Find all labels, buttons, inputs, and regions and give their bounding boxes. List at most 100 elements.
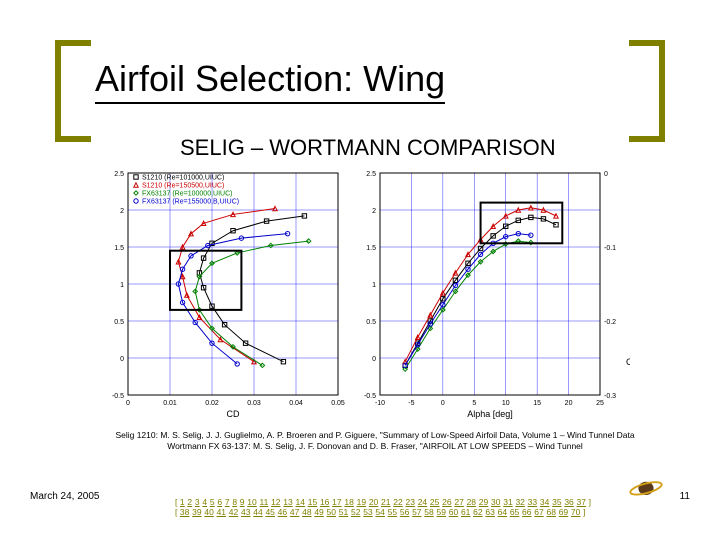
svg-text:2.5: 2.5 [114, 171, 124, 178]
nav-link-3[interactable]: 3 [195, 497, 200, 507]
svg-text:0: 0 [372, 356, 376, 363]
svg-text:FX63137 (Re=100000,UIUC): FX63137 (Re=100000,UIUC) [142, 191, 232, 198]
nav-link-33[interactable]: 33 [528, 497, 537, 507]
svg-text:2.5: 2.5 [366, 171, 376, 178]
nav-link-2[interactable]: 2 [187, 497, 192, 507]
nav-link-10[interactable]: 10 [247, 497, 256, 507]
nav-links-row-1: [ 1 2 3 4 5 6 7 8 9 10 11 12 13 14 15 16… [175, 497, 655, 507]
svg-text:2: 2 [372, 208, 376, 215]
nav-link-14[interactable]: 14 [296, 497, 305, 507]
svg-text:-0.1: -0.1 [604, 245, 616, 252]
nav-link-34[interactable]: 34 [540, 497, 549, 507]
nav-link-46[interactable]: 46 [278, 507, 287, 517]
nav-link-9[interactable]: 9 [240, 497, 245, 507]
nav-link-69[interactable]: 69 [559, 507, 568, 517]
svg-text:10: 10 [502, 400, 510, 407]
nav-link-59[interactable]: 59 [437, 507, 446, 517]
nav-link-30[interactable]: 30 [491, 497, 500, 507]
nav-link-41[interactable]: 41 [217, 507, 226, 517]
svg-text:1.5: 1.5 [114, 245, 124, 252]
nav-link-66[interactable]: 66 [522, 507, 531, 517]
nav-link-22[interactable]: 22 [393, 497, 402, 507]
svg-text:-0.2: -0.2 [604, 319, 616, 326]
slide: Airfoil Selection: Wing SELIG – WORTMANN… [0, 0, 720, 540]
nav-link-8[interactable]: 8 [232, 497, 237, 507]
nav-link-21[interactable]: 21 [381, 497, 390, 507]
svg-text:0.5: 0.5 [114, 319, 124, 326]
nav-link-67[interactable]: 67 [534, 507, 543, 517]
svg-text:0: 0 [604, 171, 608, 178]
nav-link-28[interactable]: 28 [467, 497, 476, 507]
nav-link-44[interactable]: 44 [253, 507, 262, 517]
nav-link-48[interactable]: 48 [302, 507, 311, 517]
nav-link-7[interactable]: 7 [225, 497, 230, 507]
svg-text:1: 1 [372, 282, 376, 289]
nav-link-38[interactable]: 38 [180, 507, 189, 517]
nav-link-51[interactable]: 51 [339, 507, 348, 517]
nav-link-64[interactable]: 64 [498, 507, 507, 517]
nav-link-25[interactable]: 25 [430, 497, 439, 507]
ref-line-2: Wortmann FX 63-137: M. S. Selig, J. F. D… [167, 441, 583, 451]
nav-link-61[interactable]: 61 [461, 507, 470, 517]
svg-text:Alpha [deg]: Alpha [deg] [467, 409, 513, 419]
page-title: Airfoil Selection: Wing [95, 58, 445, 104]
nav-link-16[interactable]: 16 [320, 497, 329, 507]
charts-panel: 00.010.020.030.040.05-0.500.511.522.5CD-… [90, 165, 630, 425]
nav-link-31[interactable]: 31 [503, 497, 512, 507]
nav-link-60[interactable]: 60 [449, 507, 458, 517]
nav-link-50[interactable]: 50 [327, 507, 336, 517]
svg-text:-0.3: -0.3 [604, 393, 616, 400]
nav-link-15[interactable]: 15 [308, 497, 317, 507]
nav-link-24[interactable]: 24 [418, 497, 427, 507]
nav-link-63[interactable]: 63 [485, 507, 494, 517]
svg-text:0.02: 0.02 [205, 400, 219, 407]
nav-link-43[interactable]: 43 [241, 507, 250, 517]
nav-link-36[interactable]: 36 [564, 497, 573, 507]
svg-text:0.04: 0.04 [289, 400, 303, 407]
nav-link-65[interactable]: 65 [510, 507, 519, 517]
svg-text:0.05: 0.05 [331, 400, 345, 407]
nav-link-70[interactable]: 70 [571, 507, 580, 517]
svg-text:0.01: 0.01 [163, 400, 177, 407]
nav-link-45[interactable]: 45 [265, 507, 274, 517]
nav-link-62[interactable]: 62 [473, 507, 482, 517]
nav-link-20[interactable]: 20 [369, 497, 378, 507]
page-subtitle: SELIG – WORTMANN COMPARISON [180, 135, 556, 161]
nav-link-19[interactable]: 19 [357, 497, 366, 507]
svg-text:5: 5 [472, 400, 476, 407]
nav-link-32[interactable]: 32 [515, 497, 524, 507]
nav-link-17[interactable]: 17 [332, 497, 341, 507]
nav-link-26[interactable]: 26 [442, 497, 451, 507]
nav-link-35[interactable]: 35 [552, 497, 561, 507]
nav-link-29[interactable]: 29 [479, 497, 488, 507]
nav-link-49[interactable]: 49 [314, 507, 323, 517]
bracket-right [629, 40, 665, 142]
nav-link-68[interactable]: 68 [546, 507, 555, 517]
nav-link-11[interactable]: 11 [260, 497, 269, 507]
svg-text:20: 20 [565, 400, 573, 407]
nav-link-40[interactable]: 40 [204, 507, 213, 517]
svg-text:0.5: 0.5 [366, 319, 376, 326]
nav-link-1[interactable]: 1 [180, 497, 185, 507]
nav-link-52[interactable]: 52 [351, 507, 360, 517]
nav-link-54[interactable]: 54 [375, 507, 384, 517]
nav-link-57[interactable]: 57 [412, 507, 421, 517]
nav-link-53[interactable]: 53 [363, 507, 372, 517]
nav-link-27[interactable]: 27 [454, 497, 463, 507]
nav-link-42[interactable]: 42 [229, 507, 238, 517]
nav-links: [ 1 2 3 4 5 6 7 8 9 10 11 12 13 14 15 16… [175, 497, 655, 517]
nav-link-58[interactable]: 58 [424, 507, 433, 517]
nav-link-12[interactable]: 12 [271, 497, 280, 507]
nav-link-47[interactable]: 47 [290, 507, 299, 517]
nav-link-37[interactable]: 37 [577, 497, 586, 507]
nav-link-4[interactable]: 4 [202, 497, 207, 507]
nav-link-39[interactable]: 39 [192, 507, 201, 517]
nav-link-18[interactable]: 18 [344, 497, 353, 507]
nav-link-55[interactable]: 55 [388, 507, 397, 517]
nav-link-56[interactable]: 56 [400, 507, 409, 517]
nav-link-6[interactable]: 6 [217, 497, 222, 507]
svg-text:-0.5: -0.5 [364, 393, 376, 400]
nav-link-13[interactable]: 13 [283, 497, 292, 507]
nav-link-5[interactable]: 5 [210, 497, 215, 507]
nav-link-23[interactable]: 23 [405, 497, 414, 507]
